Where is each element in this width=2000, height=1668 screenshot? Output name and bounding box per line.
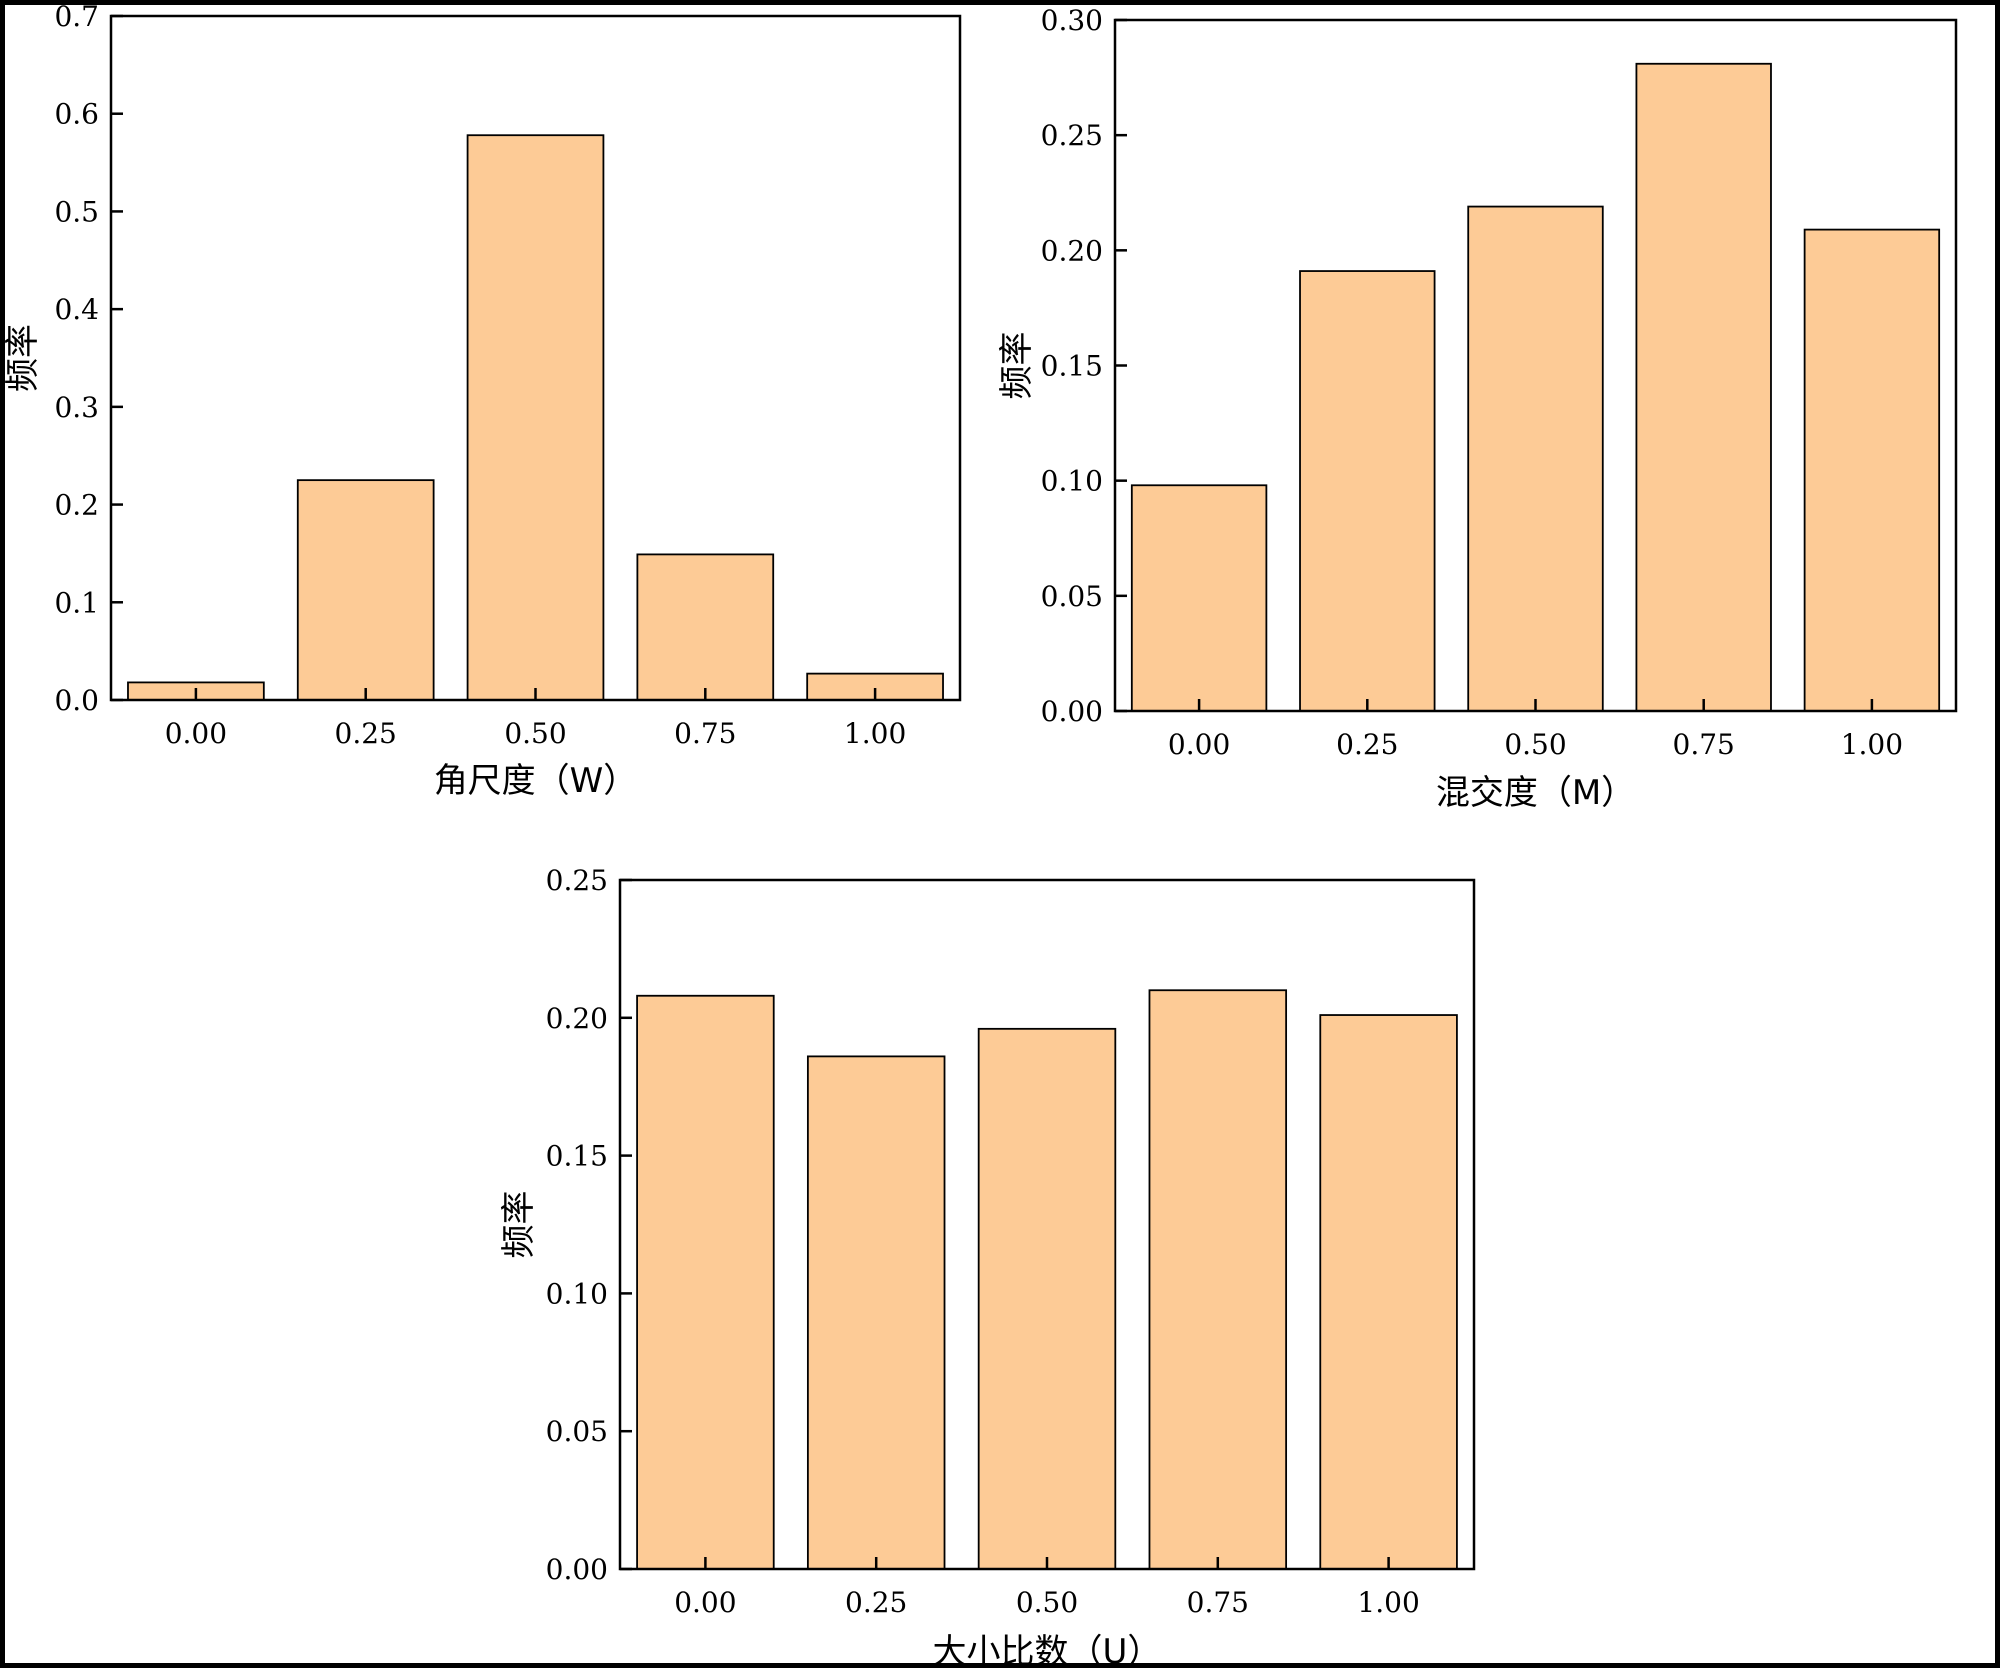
y-tick-label: 0.25 bbox=[546, 864, 608, 897]
chart-angle-scale: 0.0 0.1 0.2 0.3 0.4 0.5 0.6 0.7 0.00 0.25 0.50 0.7… bbox=[3, 0, 962, 801]
x-axis-title: 角尺度（W） bbox=[434, 761, 638, 801]
bar bbox=[977, 1027, 1117, 1570]
x-tick-label: 0.00 bbox=[165, 717, 227, 750]
chart-size-ratio: 0.00 0.05 0.10 0.15 0.20 0.25 0.00 0.25 0.50 0.7… bbox=[499, 864, 1476, 1668]
x-tick-label: 0.25 bbox=[1336, 728, 1398, 761]
x-tick-label: 1.00 bbox=[1841, 728, 1903, 761]
x-axis-ticks: 0.00 0.25 0.50 0.75 1.00 bbox=[674, 1557, 1420, 1619]
x-tick-label: 1.00 bbox=[844, 717, 906, 750]
x-tick-label: 0.25 bbox=[335, 717, 397, 750]
bar bbox=[1130, 484, 1268, 712]
y-tick-label: 0.3 bbox=[54, 391, 99, 424]
y-tick-label: 0.00 bbox=[1041, 695, 1103, 728]
x-axis-title: 大小比数（U） bbox=[933, 1632, 1162, 1668]
y-axis-ticks: 0.00 0.05 0.10 0.15 0.20 0.25 bbox=[546, 864, 632, 1586]
x-axis-ticks: 0.00 0.25 0.50 0.75 1.00 bbox=[165, 688, 906, 750]
y-tick-label: 0.5 bbox=[54, 195, 99, 228]
x-tick-label: 0.75 bbox=[1187, 1586, 1249, 1619]
y-axis-title: 频率 bbox=[3, 324, 43, 392]
y-tick-label: 0.30 bbox=[1041, 4, 1103, 37]
bar bbox=[1319, 1014, 1458, 1570]
x-tick-label: 1.00 bbox=[1357, 1586, 1419, 1619]
bar bbox=[1803, 228, 1941, 712]
x-tick-label: 0.25 bbox=[845, 1586, 907, 1619]
x-tick-label: 0.50 bbox=[1016, 1586, 1078, 1619]
x-tick-label: 0.00 bbox=[674, 1586, 736, 1619]
y-axis-title: 频率 bbox=[499, 1191, 539, 1259]
x-tick-label: 0.00 bbox=[1168, 728, 1230, 761]
y-tick-label: 0.0 bbox=[54, 684, 99, 717]
bar bbox=[1467, 205, 1604, 712]
y-tick-label: 0.2 bbox=[54, 489, 99, 522]
y-tick-label: 0.00 bbox=[546, 1553, 608, 1586]
y-tick-label: 0.25 bbox=[1041, 119, 1103, 152]
y-tick-label: 0.10 bbox=[546, 1277, 608, 1310]
y-tick-label: 0.05 bbox=[1041, 580, 1103, 613]
bars bbox=[1130, 62, 1941, 712]
y-tick-label: 0.10 bbox=[1041, 465, 1103, 498]
bar bbox=[636, 994, 775, 1570]
y-tick-label: 0.6 bbox=[54, 98, 99, 131]
bars bbox=[127, 134, 944, 701]
x-axis-ticks: 0.00 0.25 0.50 0.75 1.00 bbox=[1168, 699, 1903, 761]
x-tick-label: 0.50 bbox=[1504, 728, 1566, 761]
bar bbox=[1148, 989, 1288, 1570]
bars bbox=[636, 989, 1458, 1570]
y-axis-title: 频率 bbox=[997, 332, 1037, 400]
x-tick-label: 0.75 bbox=[1673, 728, 1735, 761]
x-tick-label: 0.75 bbox=[674, 717, 736, 750]
y-tick-label: 0.05 bbox=[546, 1415, 608, 1448]
bar bbox=[1299, 270, 1436, 712]
x-tick-label: 0.50 bbox=[504, 717, 566, 750]
bar bbox=[466, 134, 605, 701]
x-axis-title: 混交度（M） bbox=[1436, 773, 1635, 813]
y-tick-label: 0.15 bbox=[1041, 350, 1103, 383]
bar bbox=[806, 1055, 946, 1570]
y-axis-ticks: 0.00 0.05 0.10 0.15 0.20 0.25 0.30 bbox=[1041, 4, 1127, 728]
y-tick-label: 0.7 bbox=[54, 0, 99, 33]
bar bbox=[636, 553, 775, 701]
y-tick-label: 0.20 bbox=[1041, 234, 1103, 267]
y-tick-label: 0.4 bbox=[54, 293, 99, 326]
y-axis-ticks: 0.0 0.1 0.2 0.3 0.4 0.5 0.6 0.7 bbox=[54, 0, 123, 717]
y-tick-label: 0.1 bbox=[54, 586, 99, 619]
bar bbox=[296, 479, 435, 701]
bar bbox=[1635, 62, 1772, 712]
y-tick-label: 0.15 bbox=[546, 1140, 608, 1173]
y-tick-label: 0.20 bbox=[546, 1002, 608, 1035]
chart-mingling: 0.00 0.05 0.10 0.15 0.20 0.25 0.30 0.00 0.25 0.5… bbox=[997, 4, 1958, 813]
